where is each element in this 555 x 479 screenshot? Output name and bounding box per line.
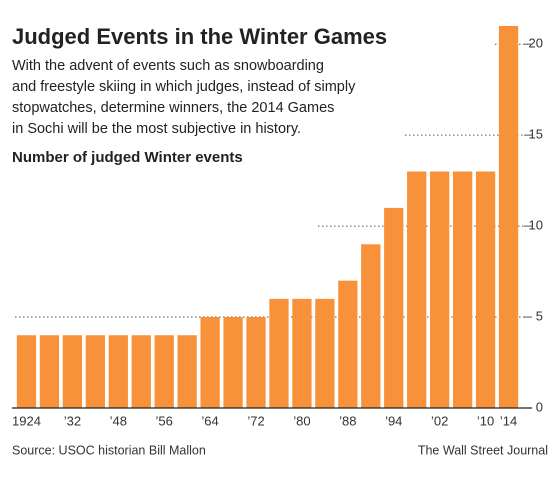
x-tick-label: ’88 — [339, 413, 356, 428]
x-tick-label: ’94 — [385, 413, 402, 428]
bar — [16, 335, 37, 408]
x-tick-label: ’80 — [293, 413, 310, 428]
subtitle-line: in Sochi will be the most subjective in … — [12, 121, 301, 137]
bar — [292, 298, 312, 408]
bar — [62, 335, 83, 408]
bar — [269, 298, 289, 408]
bar — [200, 317, 220, 408]
subtitle-line: and freestyle skiing in which judges, in… — [12, 79, 356, 95]
x-tick-label: ’14 — [500, 413, 517, 428]
bar — [85, 335, 105, 408]
y-tick-label: 0 — [536, 399, 543, 414]
y-tick-label: 10 — [529, 218, 543, 233]
x-tick-label: ’48 — [110, 413, 127, 428]
chart-title: Judged Events in the Winter Games — [12, 24, 387, 49]
y-tick-label: 15 — [529, 127, 543, 142]
bar — [338, 280, 358, 408]
bar — [430, 171, 450, 408]
bar — [223, 317, 243, 408]
bar — [315, 298, 335, 408]
bar — [108, 335, 128, 408]
axis-title: Number of judged Winter events — [12, 149, 243, 166]
source: Source: USOC historian Bill Mallon — [12, 443, 206, 457]
credit: The Wall Street Journal — [418, 443, 548, 457]
bar — [498, 26, 519, 408]
y-tick-label: 20 — [529, 36, 543, 51]
bar — [246, 317, 266, 408]
x-tick-label: ’02 — [431, 413, 448, 428]
x-tick-label: ’72 — [247, 413, 264, 428]
bar — [177, 335, 197, 408]
y-tick-label: 5 — [536, 308, 543, 323]
bar — [154, 335, 174, 408]
x-tick-label: ’56 — [156, 413, 173, 428]
x-tick-label: ’64 — [201, 413, 218, 428]
bar — [384, 207, 404, 408]
bar — [131, 335, 151, 408]
bar — [475, 171, 496, 408]
bar — [452, 171, 473, 408]
bar — [361, 244, 381, 408]
x-tick-label: ’10 — [477, 413, 494, 428]
x-tick-label: 1924 — [12, 413, 41, 428]
x-tick-label: ’32 — [64, 413, 81, 428]
bar — [407, 171, 427, 408]
subtitle-line: stopwatches, determine winners, the 2014… — [12, 100, 334, 116]
subtitle-line: With the advent of events such as snowbo… — [12, 58, 324, 74]
bar — [39, 335, 60, 408]
